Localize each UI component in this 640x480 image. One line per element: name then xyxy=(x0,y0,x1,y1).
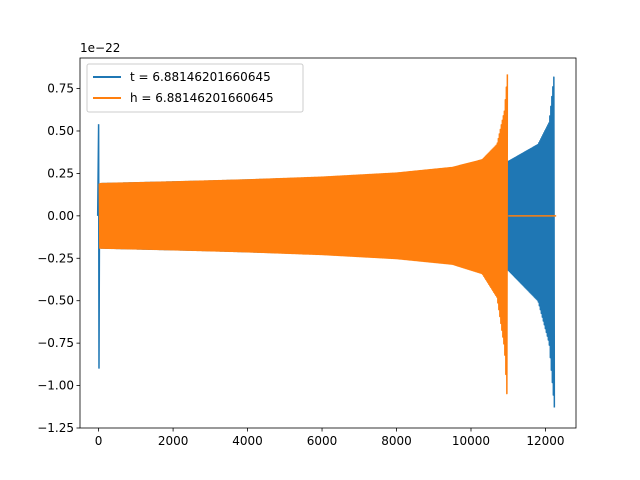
x-tick-label: 12000 xyxy=(526,434,564,448)
y-tick-label: 0.25 xyxy=(47,166,74,180)
plot-area xyxy=(96,74,557,408)
x-tick-label: 8000 xyxy=(381,434,412,448)
x-tick-label: 0 xyxy=(95,434,103,448)
y-tick-label: −1.25 xyxy=(37,421,74,435)
x-axis: 0 2000 4000 6000 8000 10000 12000 xyxy=(95,428,565,448)
y-tick-label: 0.75 xyxy=(47,82,74,96)
x-tick-label: 4000 xyxy=(232,434,263,448)
y-tick-label: 0.50 xyxy=(47,124,74,138)
axes-frame xyxy=(79,57,577,429)
legend-label-t: t = 6.88146201660645 xyxy=(130,70,271,84)
y-tick-label: −0.50 xyxy=(37,294,74,308)
legend: t = 6.88146201660645 h = 6.8814620166064… xyxy=(86,63,304,113)
x-tick-label: 2000 xyxy=(158,434,189,448)
legend-box xyxy=(86,63,304,113)
legend-label-h: h = 6.88146201660645 xyxy=(130,91,274,105)
y-tick-label: −0.75 xyxy=(37,336,74,350)
series-h-line xyxy=(98,74,509,395)
y-axis: −1.25 −1.00 −0.75 −0.50 −0.25 0.00 0.25 0.50 0.7… xyxy=(37,82,80,435)
y-tick-label: −1.00 xyxy=(37,379,74,393)
x-tick-label: 6000 xyxy=(307,434,338,448)
y-offset-text: 1e−22 xyxy=(80,41,120,55)
x-tick-label: 10000 xyxy=(452,434,490,448)
y-tick-label: −0.25 xyxy=(37,251,74,265)
y-tick-label: 0.00 xyxy=(47,209,74,223)
